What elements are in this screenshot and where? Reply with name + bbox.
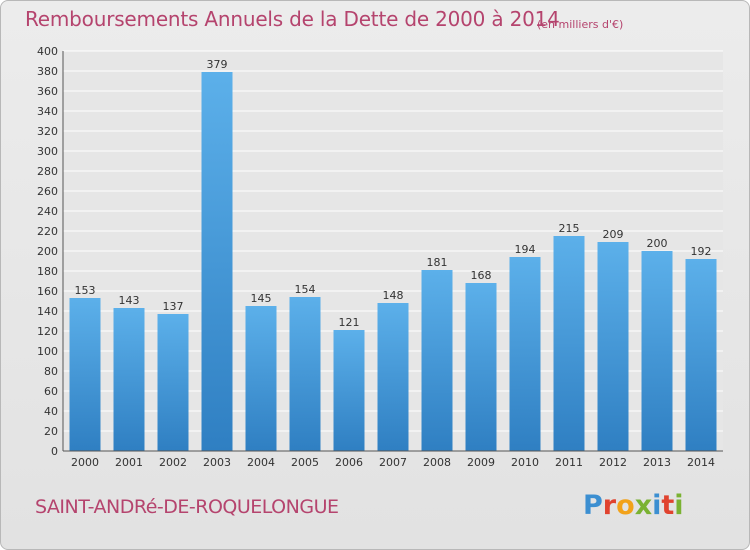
y-tick-label: 0	[51, 445, 58, 458]
y-tick-label: 100	[37, 345, 58, 358]
x-tick-label: 2014	[687, 456, 715, 469]
logo-letter: P	[583, 490, 603, 521]
x-tick-label: 2006	[335, 456, 363, 469]
y-tick-label: 320	[37, 125, 58, 138]
bar	[509, 257, 541, 451]
bar	[641, 251, 673, 451]
y-tick-label: 260	[37, 185, 58, 198]
bar	[421, 270, 453, 451]
bar	[685, 259, 717, 451]
bar-value-label: 200	[647, 237, 668, 250]
bar	[289, 297, 321, 451]
bar-value-label: 143	[119, 294, 140, 307]
bar	[377, 303, 409, 451]
x-tick-label: 2002	[159, 456, 187, 469]
x-tick-label: 2000	[71, 456, 99, 469]
y-tick-label: 280	[37, 165, 58, 178]
bar	[333, 330, 365, 451]
x-tick-label: 2007	[379, 456, 407, 469]
bar	[113, 308, 145, 451]
y-tick-label: 200	[37, 245, 58, 258]
bar-value-label: 379	[207, 58, 228, 71]
town-name: SAINT-ANDRé-DE-ROQUELONGUE	[35, 496, 339, 518]
bar	[597, 242, 629, 451]
bar	[69, 298, 101, 451]
logo-letter: o	[616, 490, 635, 521]
y-tick-label: 300	[37, 145, 58, 158]
bar-value-label: 148	[383, 289, 404, 302]
x-tick-label: 2004	[247, 456, 275, 469]
bar	[465, 283, 497, 451]
y-tick-label: 140	[37, 305, 58, 318]
bar-value-label: 137	[163, 300, 184, 313]
logo-letter: i	[652, 490, 662, 521]
bar-value-label: 192	[691, 245, 712, 258]
y-tick-label: 180	[37, 265, 58, 278]
bar-value-label: 154	[295, 283, 316, 296]
y-tick-label: 20	[44, 425, 58, 438]
bar-value-label: 153	[75, 284, 96, 297]
bar-value-label: 209	[603, 228, 624, 241]
logo-letter: t	[661, 490, 675, 521]
x-tick-label: 2013	[643, 456, 671, 469]
y-tick-label: 340	[37, 105, 58, 118]
proxiti-logo: Proxiti	[583, 490, 684, 521]
logo-letter: r	[602, 490, 617, 521]
logo-letter: x	[634, 490, 653, 521]
chart-unit: (en milliers d'€)	[537, 18, 624, 31]
y-tick-label: 400	[37, 45, 58, 58]
y-tick-label: 40	[44, 405, 58, 418]
y-tick-label: 60	[44, 385, 58, 398]
x-tick-label: 2008	[423, 456, 451, 469]
x-tick-label: 2005	[291, 456, 319, 469]
bar	[201, 72, 233, 451]
x-tick-label: 2011	[555, 456, 583, 469]
x-tick-label: 2009	[467, 456, 495, 469]
y-tick-label: 160	[37, 285, 58, 298]
y-tick-label: 380	[37, 65, 58, 78]
bar-value-label: 215	[559, 222, 580, 235]
x-tick-label: 2003	[203, 456, 231, 469]
y-tick-label: 120	[37, 325, 58, 338]
bar-value-label: 194	[515, 243, 536, 256]
logo-letter: i	[674, 490, 684, 521]
y-tick-label: 80	[44, 365, 58, 378]
bar-value-label: 168	[471, 269, 492, 282]
y-tick-label: 360	[37, 85, 58, 98]
y-tick-label: 220	[37, 225, 58, 238]
bar	[157, 314, 189, 451]
x-tick-label: 2012	[599, 456, 627, 469]
bar-value-label: 145	[251, 292, 272, 305]
bar-value-label: 181	[427, 256, 448, 269]
x-tick-label: 2001	[115, 456, 143, 469]
y-tick-label: 240	[37, 205, 58, 218]
bar	[245, 306, 277, 451]
chart-title: Remboursements Annuels de la Dette de 20…	[25, 7, 560, 31]
bar-value-label: 121	[339, 316, 360, 329]
x-tick-label: 2010	[511, 456, 539, 469]
bar	[553, 236, 585, 451]
